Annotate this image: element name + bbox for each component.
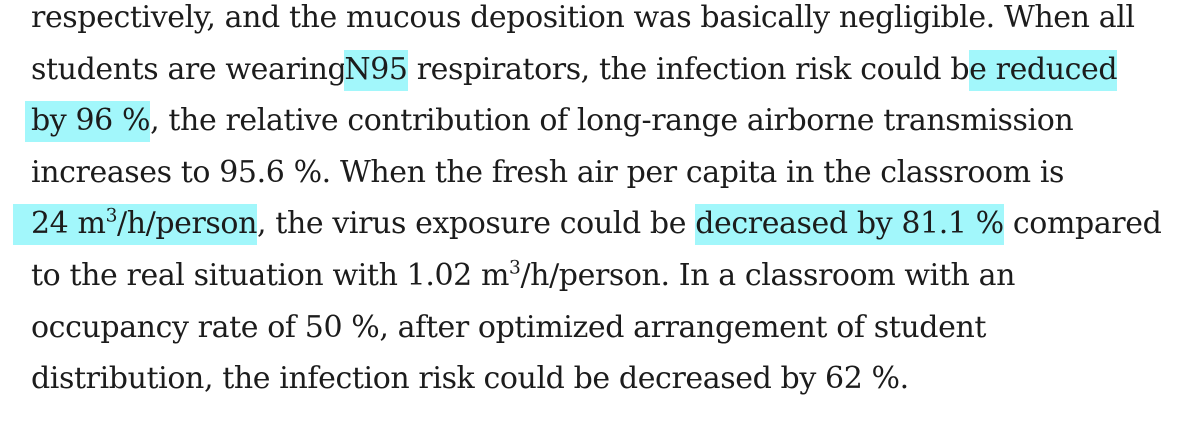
highlight-96-percent: by 96 % bbox=[25, 101, 151, 143]
text-line-3: by 96 %, the relative contribution of lo… bbox=[25, 95, 1171, 147]
text-segment: , the relative contribution of long-rang… bbox=[150, 103, 1074, 139]
text-segment: respirators, the infection risk could b bbox=[407, 51, 970, 87]
text-segment: occupancy rate of 50 %, after optimized … bbox=[31, 309, 987, 345]
superscript: 3 bbox=[509, 257, 521, 279]
text-line-4: increases to 95.6 %. When the fresh air … bbox=[31, 147, 1171, 199]
highlight-n95: N95 bbox=[344, 49, 408, 91]
text-segment: distribution, the infection risk could b… bbox=[31, 361, 909, 397]
text-line-1: respectively, and the mucous deposition … bbox=[31, 0, 1171, 44]
text-segment: respectively, and the mucous deposition … bbox=[31, 0, 1135, 35]
text-segment: increases to 95.6 %. When the fresh air … bbox=[31, 154, 1065, 190]
text-segment: /h/person. In a classroom with an bbox=[520, 257, 1015, 293]
text-segment: , the virus exposure could be bbox=[257, 206, 696, 242]
highlight-decreased-81: decreased by 81.1 % bbox=[695, 204, 1004, 246]
paragraph: respectively, and the mucous deposition … bbox=[13, 0, 1171, 405]
superscript: 3 bbox=[105, 205, 118, 227]
text-line-2: students are wearingN95 respirators, the… bbox=[31, 44, 1171, 96]
text-line-6: to the real situation with 1.02 m3/h/per… bbox=[31, 250, 1171, 302]
highlight-reduced: e reduced bbox=[969, 49, 1118, 91]
highlight-air-rate: 24 m3/h/person bbox=[13, 204, 258, 246]
text-segment: 24 m bbox=[31, 206, 106, 242]
text-segment: /h/person bbox=[117, 206, 258, 242]
text-segment: to the real situation with 1.02 m bbox=[31, 257, 510, 293]
text-line-8: distribution, the infection risk could b… bbox=[31, 353, 1171, 405]
text-segment: compared bbox=[1003, 206, 1162, 242]
text-line-7: occupancy rate of 50 %, after optimized … bbox=[31, 302, 1171, 354]
text-line-5: 24 m3/h/person, the virus exposure could… bbox=[13, 198, 1171, 250]
text-segment: students are wearing bbox=[31, 51, 347, 87]
